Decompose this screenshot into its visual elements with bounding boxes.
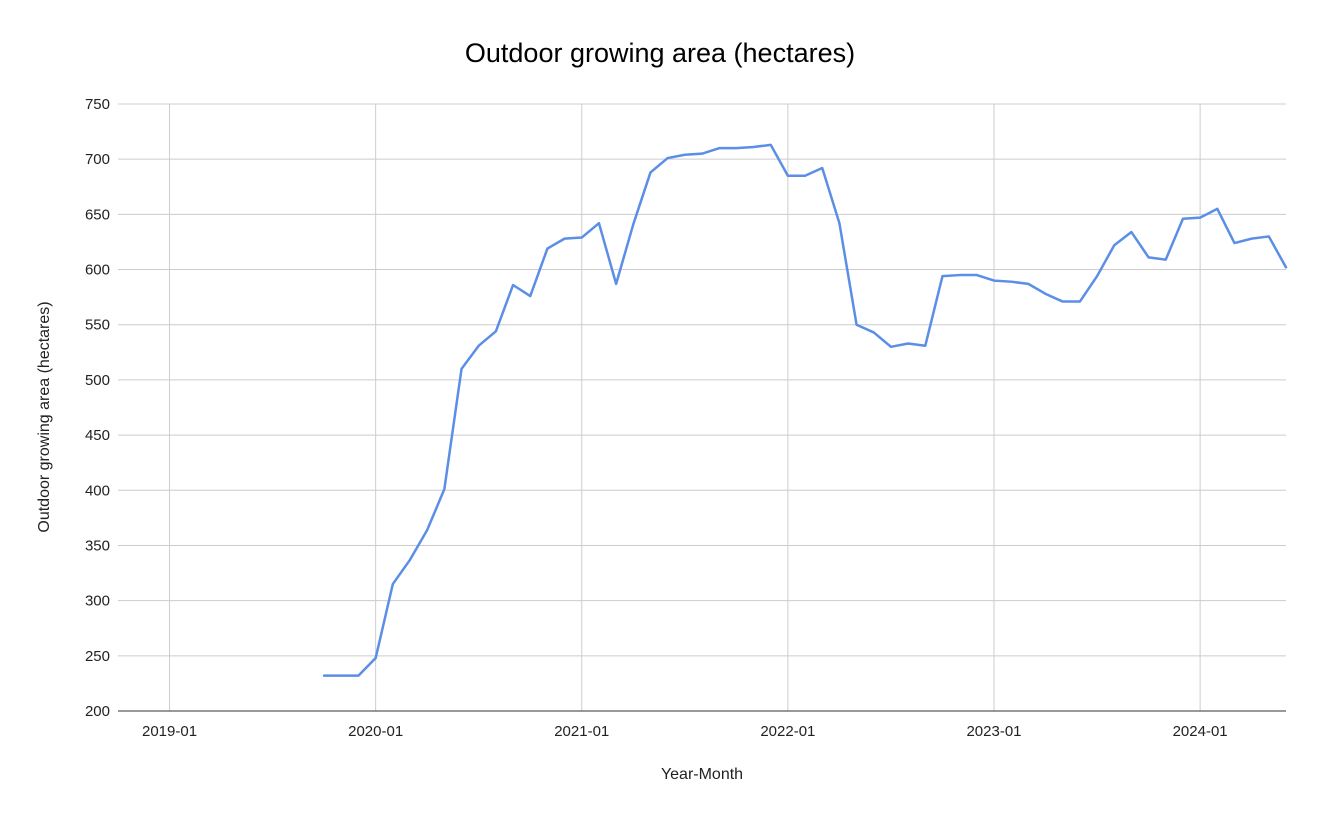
series-line-0 — [322, 143, 1288, 677]
y-tick-labels: 200 250 300 350 400 450 500 550 600 650 700 750 — [85, 96, 110, 720]
y-gridlines — [118, 103, 1286, 657]
y-tick-label: 250 — [85, 648, 110, 665]
x-tick-label: 2021-01 — [554, 723, 609, 740]
x-gridlines — [169, 104, 1201, 711]
chart-title: Outdoor growing area (hectares) — [465, 38, 855, 68]
x-tick-labels: 2019-01 2020-01 2021-01 2022-01 2023-01 2024-… — [142, 723, 1228, 740]
y-tick-label: 200 — [85, 703, 110, 720]
y-tick-label: 750 — [85, 96, 110, 113]
x-tick-label: 2019-01 — [142, 723, 197, 740]
x-axis-label: Year-Month — [661, 766, 743, 783]
y-tick-label: 300 — [85, 593, 110, 610]
x-tick-label: 2022-01 — [760, 723, 815, 740]
y-tick-label: 350 — [85, 537, 110, 554]
y-tick-label: 650 — [85, 206, 110, 223]
y-tick-label: 500 — [85, 372, 110, 389]
y-tick-label: 700 — [85, 151, 110, 168]
x-tick-label: 2020-01 — [348, 723, 403, 740]
y-tick-label: 450 — [85, 427, 110, 444]
x-tick-label: 2024-01 — [1173, 723, 1228, 740]
series-layer — [322, 143, 1288, 677]
y-tick-label: 600 — [85, 262, 110, 279]
y-tick-label: 550 — [85, 317, 110, 334]
y-tick-label: 400 — [85, 482, 110, 499]
y-axis-label: Outdoor growing area (hectares) — [36, 301, 53, 532]
x-tick-label: 2023-01 — [966, 723, 1021, 740]
